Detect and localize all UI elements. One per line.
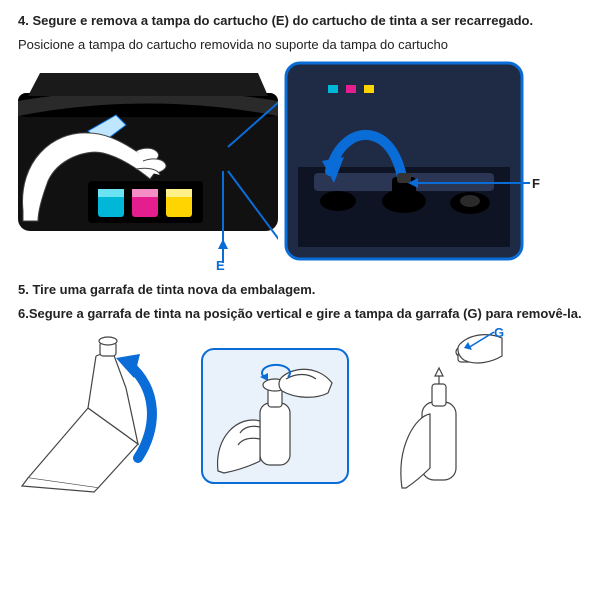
fig6b	[200, 343, 350, 493]
fig6a-svg	[18, 328, 178, 493]
callout-F: F	[532, 175, 540, 193]
fig4a-svg	[18, 61, 278, 271]
step6-title: 6.Segure a garrafa de tinta na posição v…	[18, 305, 582, 323]
step5-title: 5. Tire uma garrafa de tinta nova da emb…	[18, 281, 582, 299]
fig6a	[18, 328, 178, 493]
fig6c: G	[372, 328, 512, 493]
fig6c-svg	[372, 328, 512, 493]
step4-title: 4. Segure e remova a tampa do cartucho (…	[18, 12, 582, 30]
step4-figures: E F	[18, 61, 582, 271]
fig4a: E	[18, 61, 278, 271]
fig6b-svg	[200, 343, 350, 493]
callout-E: E	[216, 257, 225, 275]
callout-G: G	[494, 324, 504, 342]
fig4b: F	[284, 61, 544, 271]
step4-desc: Posicione a tampa do cartucho removida n…	[18, 36, 582, 54]
fig4b-svg	[284, 61, 544, 271]
